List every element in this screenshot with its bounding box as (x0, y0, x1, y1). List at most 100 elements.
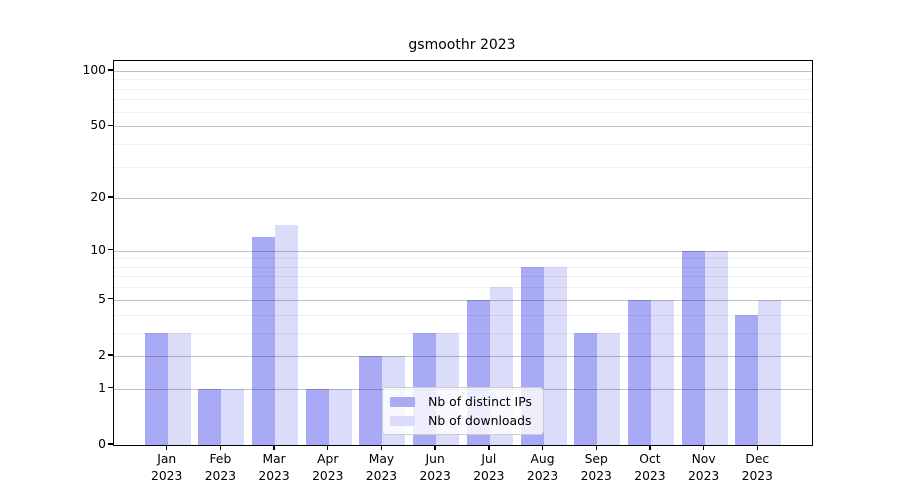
x-tick-label-oct: Oct 2023 (618, 451, 682, 484)
bar-downloads-jan (167, 332, 191, 445)
chart-title: gsmoothr 2023 (408, 37, 516, 53)
bar-distinct-ips-jan (144, 332, 168, 445)
y-tick-label: 20 (90, 190, 106, 205)
y-tick-mark (108, 298, 113, 300)
x-tick-mark (702, 445, 705, 451)
bar-distinct-ips-feb (198, 388, 222, 445)
x-tick-month: Nov (691, 452, 716, 466)
x-tick-month: Mar (262, 452, 286, 466)
x-tick-year: 2023 (419, 468, 451, 483)
x-tick-mark (541, 445, 544, 451)
x-tick-label-mar: Mar 2023 (242, 451, 306, 484)
gridline-minor (114, 99, 812, 101)
legend-label-distinct-ips: Nb of distinct IPs (428, 394, 532, 409)
gridline-minor (114, 314, 812, 316)
bar-downloads-feb (221, 388, 245, 445)
x-tick-year: 2023 (634, 468, 666, 483)
x-tick-label-jun: Jun 2023 (403, 451, 467, 484)
x-tick-mark (327, 445, 329, 451)
y-tick-mark (108, 248, 113, 251)
legend-item-downloads: Nb of downloads (390, 412, 532, 429)
x-tick-year: 2023 (204, 468, 237, 483)
x-tick-label-jul: Jul 2023 (457, 451, 521, 484)
y-tick-mark (108, 387, 113, 389)
x-tick-month: Feb (209, 452, 232, 466)
gridline-minor (114, 111, 812, 113)
x-tick-mark (649, 445, 651, 451)
x-tick-year: 2023 (526, 468, 559, 483)
x-tick-label-dec: Dec 2023 (725, 451, 789, 484)
bar-distinct-ips-apr (305, 388, 329, 445)
x-tick-month: Jul (481, 452, 497, 466)
gridline-minor (114, 332, 812, 334)
bar-downloads-mar (275, 225, 299, 445)
bar-downloads-dec (758, 299, 782, 445)
x-tick-year: 2023 (151, 468, 183, 483)
bar-downloads-sep (597, 332, 621, 445)
bar-distinct-ips-oct (627, 299, 651, 445)
x-tick-month: Dec (745, 452, 770, 466)
gridline-minor (114, 143, 812, 145)
gridline-major (114, 250, 812, 252)
x-tick-label-aug: Aug 2023 (511, 451, 575, 484)
x-tick-label-sep: Sep 2023 (564, 451, 628, 484)
y-tick-label: 10 (90, 242, 106, 257)
x-tick-month: Apr (317, 452, 339, 466)
gridline-major (114, 355, 812, 357)
bar-distinct-ips-may (359, 355, 383, 445)
x-tick-mark (595, 445, 597, 451)
x-tick-label-apr: Apr 2023 (296, 451, 360, 484)
y-tick-label: 0 (98, 437, 106, 451)
x-tick-label-feb: Feb 2023 (188, 451, 252, 484)
y-tick-label: 1 (98, 380, 106, 395)
x-tick-month: May (368, 452, 395, 466)
x-tick-year: 2023 (312, 468, 344, 483)
y-tick-label: 2 (98, 347, 106, 362)
x-tick-mark (380, 445, 383, 451)
x-tick-month: Jan (157, 452, 177, 466)
y-tick-mark (108, 124, 113, 126)
gridline-major (114, 198, 812, 200)
plot-area: Nb of distinct IPs Nb of downloads (113, 60, 813, 446)
legend-label-downloads: Nb of downloads (428, 413, 532, 428)
gridline-minor (114, 79, 812, 81)
x-tick-label-may: May 2023 (349, 451, 413, 484)
x-tick-mark (219, 445, 222, 451)
bar-distinct-ips-sep (574, 332, 598, 445)
x-tick-mark (165, 445, 168, 451)
gridline-major (114, 70, 812, 72)
gridline-minor (114, 166, 812, 168)
x-tick-mark (273, 445, 275, 451)
y-tick-label: 50 (90, 118, 106, 133)
y-tick-mark (108, 196, 113, 198)
x-tick-month: Sep (584, 452, 608, 466)
gridline-minor (114, 266, 812, 268)
bar-downloads-aug (543, 266, 567, 445)
x-tick-year: 2023 (580, 468, 612, 483)
x-tick-mark (434, 445, 436, 451)
gridline-major (114, 299, 812, 301)
y-tick-mark (108, 443, 113, 445)
x-tick-mark (756, 445, 758, 451)
legend-item-distinct-ips: Nb of distinct IPs (390, 393, 532, 410)
gridline-minor (114, 287, 812, 289)
bar-downloads-oct (650, 299, 674, 445)
x-tick-month: Oct (639, 452, 661, 466)
legend: Nb of distinct IPs Nb of downloads (382, 387, 544, 435)
x-tick-label-nov: Nov 2023 (672, 451, 736, 484)
bar-downloads-apr (328, 388, 352, 445)
y-tick-label: 100 (82, 62, 106, 77)
x-tick-mark (488, 445, 490, 451)
x-tick-year: 2023 (473, 468, 505, 483)
x-tick-year: 2023 (687, 468, 720, 483)
gridline-minor (114, 258, 812, 260)
y-tick-mark (108, 69, 113, 71)
y-tick-mark (108, 354, 113, 356)
x-tick-month: Aug (530, 452, 555, 466)
legend-swatch-distinct-ips-icon (390, 396, 416, 407)
bar-downloads-nov (704, 250, 728, 445)
legend-swatch-downloads-icon (390, 415, 416, 426)
bar-distinct-ips-dec (735, 314, 759, 445)
x-tick-label-jan: Jan 2023 (135, 451, 199, 484)
